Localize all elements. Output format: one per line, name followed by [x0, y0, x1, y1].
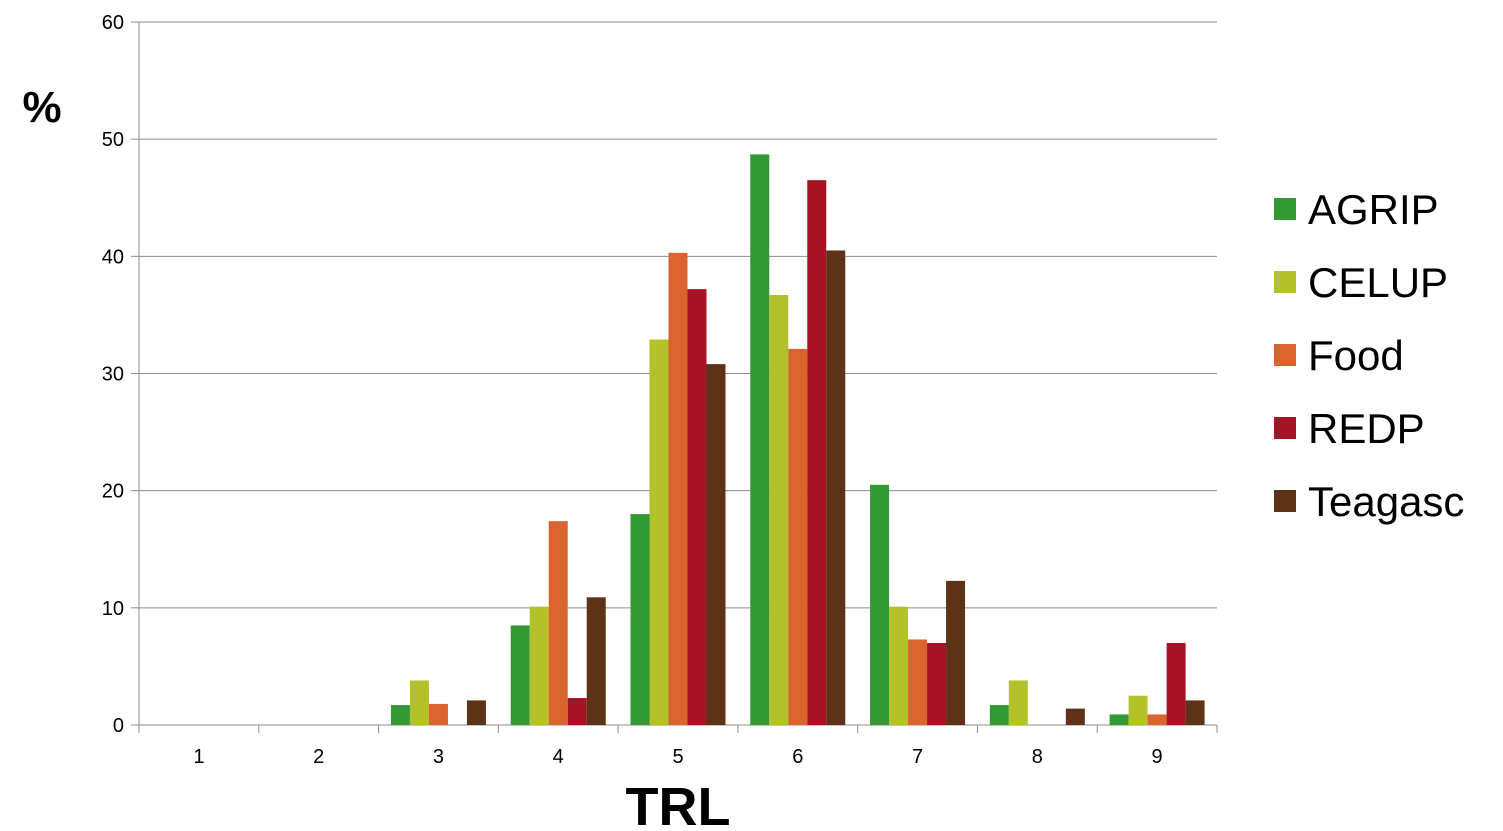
bar-agrip-8: [989, 705, 1009, 725]
y-axis-title: %: [22, 83, 61, 132]
bar-teagasc-8: [1065, 708, 1085, 725]
bar-agrip-9: [1109, 714, 1129, 725]
bar-food-6: [788, 348, 808, 725]
bar-celup-9: [1128, 695, 1148, 725]
y-tick-label: 40: [102, 246, 124, 268]
bar-teagasc-6: [826, 250, 846, 725]
legend-label: AGRIP: [1308, 186, 1439, 233]
legend-label: CELUP: [1308, 259, 1448, 306]
legend-label: Food: [1308, 332, 1404, 379]
bar-celup-7: [889, 606, 909, 725]
bar-celup-3: [409, 680, 429, 725]
bar-teagasc-9: [1185, 700, 1205, 725]
bar-redp-9: [1166, 642, 1186, 725]
y-tick-label: 10: [102, 598, 124, 620]
x-tick-label: 3: [433, 746, 444, 768]
bar-redp-6: [807, 180, 827, 726]
legend: AGRIP CELUP Food REDP Teagasc: [1274, 186, 1464, 525]
bar-celup-8: [1008, 680, 1028, 725]
legend-swatch: [1274, 271, 1296, 293]
legend-swatch: [1274, 417, 1296, 439]
y-tick-label: 50: [102, 129, 124, 151]
x-tick-label: 9: [1152, 746, 1163, 768]
legend-swatch: [1274, 198, 1296, 220]
bar-agrip-7: [870, 484, 890, 725]
y-tick-labels: 0 10 20 30 40 50 60: [102, 12, 124, 737]
x-tick-label: 4: [553, 746, 564, 768]
legend-label: Teagasc: [1308, 478, 1464, 525]
y-tick-label: 0: [113, 715, 124, 737]
bar-teagasc-7: [946, 580, 966, 725]
bar-teagasc-5: [706, 364, 726, 725]
legend-swatch: [1274, 490, 1296, 512]
bar-celup-6: [769, 294, 789, 725]
bar-redp-7: [927, 642, 947, 725]
x-tick-label: 5: [672, 746, 683, 768]
x-tick-label: 7: [912, 746, 923, 768]
bar-food-3: [428, 703, 448, 725]
x-tick-label: 6: [792, 746, 803, 768]
x-tick-label: 8: [1032, 746, 1043, 768]
x-tick-label: 2: [313, 746, 324, 768]
bar-redp-5: [687, 289, 707, 725]
bar-redp-4: [567, 698, 587, 725]
bar-agrip-5: [630, 514, 650, 725]
bar-celup-5: [649, 339, 669, 725]
bar-agrip-6: [750, 154, 770, 726]
x-axis-title: TRL: [626, 777, 731, 831]
bars: [390, 154, 1205, 726]
legend-label: REDP: [1308, 405, 1425, 452]
x-tick-label: 1: [193, 746, 204, 768]
bar-food-9: [1147, 714, 1167, 725]
bar-agrip-4: [510, 625, 530, 725]
bar-food-5: [668, 252, 688, 725]
bar-food-7: [908, 639, 928, 725]
y-tick-label: 60: [102, 12, 124, 34]
bar-celup-4: [529, 606, 549, 725]
y-tick-label: 30: [102, 364, 124, 386]
x-tick-labels: 1 2 3 4 5 6 7 8 9: [193, 746, 1162, 768]
y-tick-label: 20: [102, 481, 124, 503]
bar-teagasc-3: [466, 700, 486, 725]
bar-teagasc-4: [586, 597, 606, 725]
bar-agrip-3: [390, 705, 410, 725]
bar-food-4: [548, 521, 568, 725]
legend-swatch: [1274, 344, 1296, 366]
